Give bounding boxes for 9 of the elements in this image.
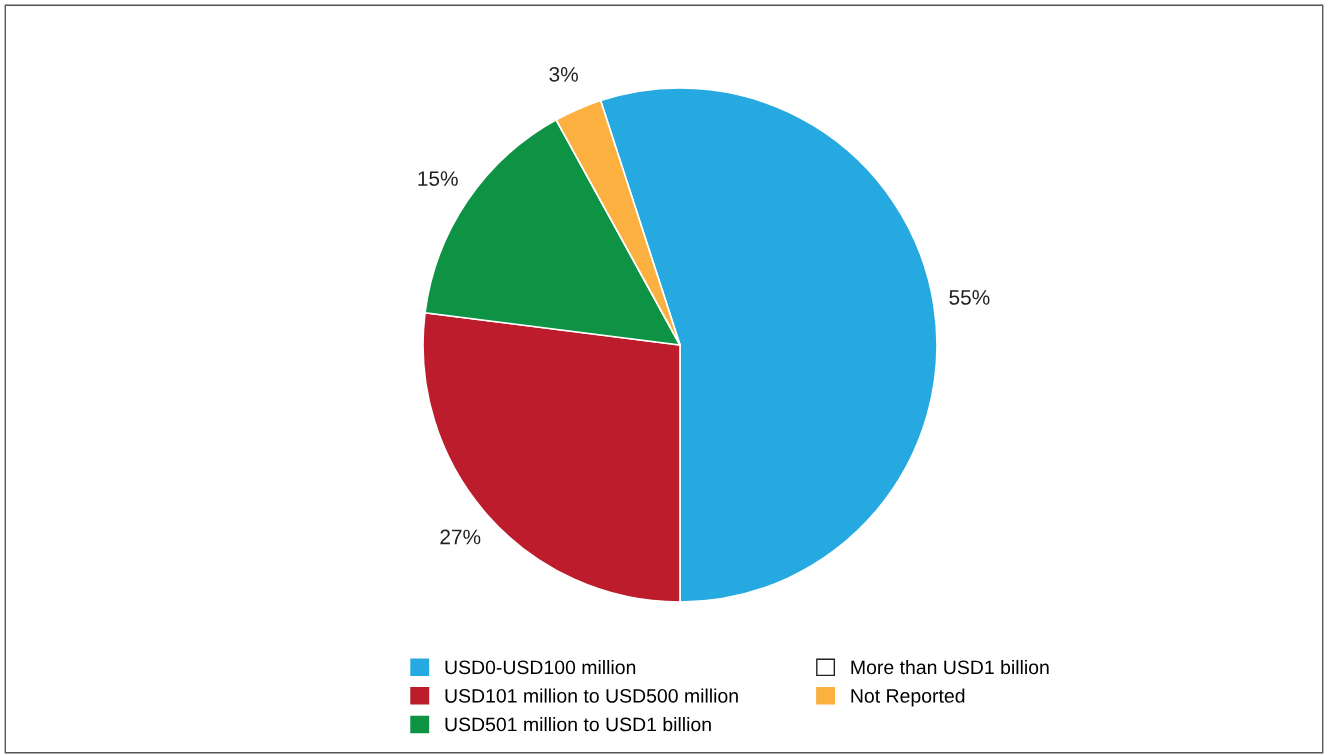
data-label: 27% <box>440 529 481 545</box>
legend-label: Not Reported <box>851 688 965 707</box>
legend-label: USD101 million to USD500 million <box>445 688 738 703</box>
data-label: 3% <box>549 66 578 82</box>
legend-label: More than USD1 billion <box>851 659 1049 675</box>
data-label: 15% <box>418 171 458 186</box>
legend-label: USD0-USD100 million <box>445 659 636 675</box>
legend-label: USD501 million to USD1 billion <box>445 717 711 732</box>
data-label: 55% <box>949 290 990 305</box>
